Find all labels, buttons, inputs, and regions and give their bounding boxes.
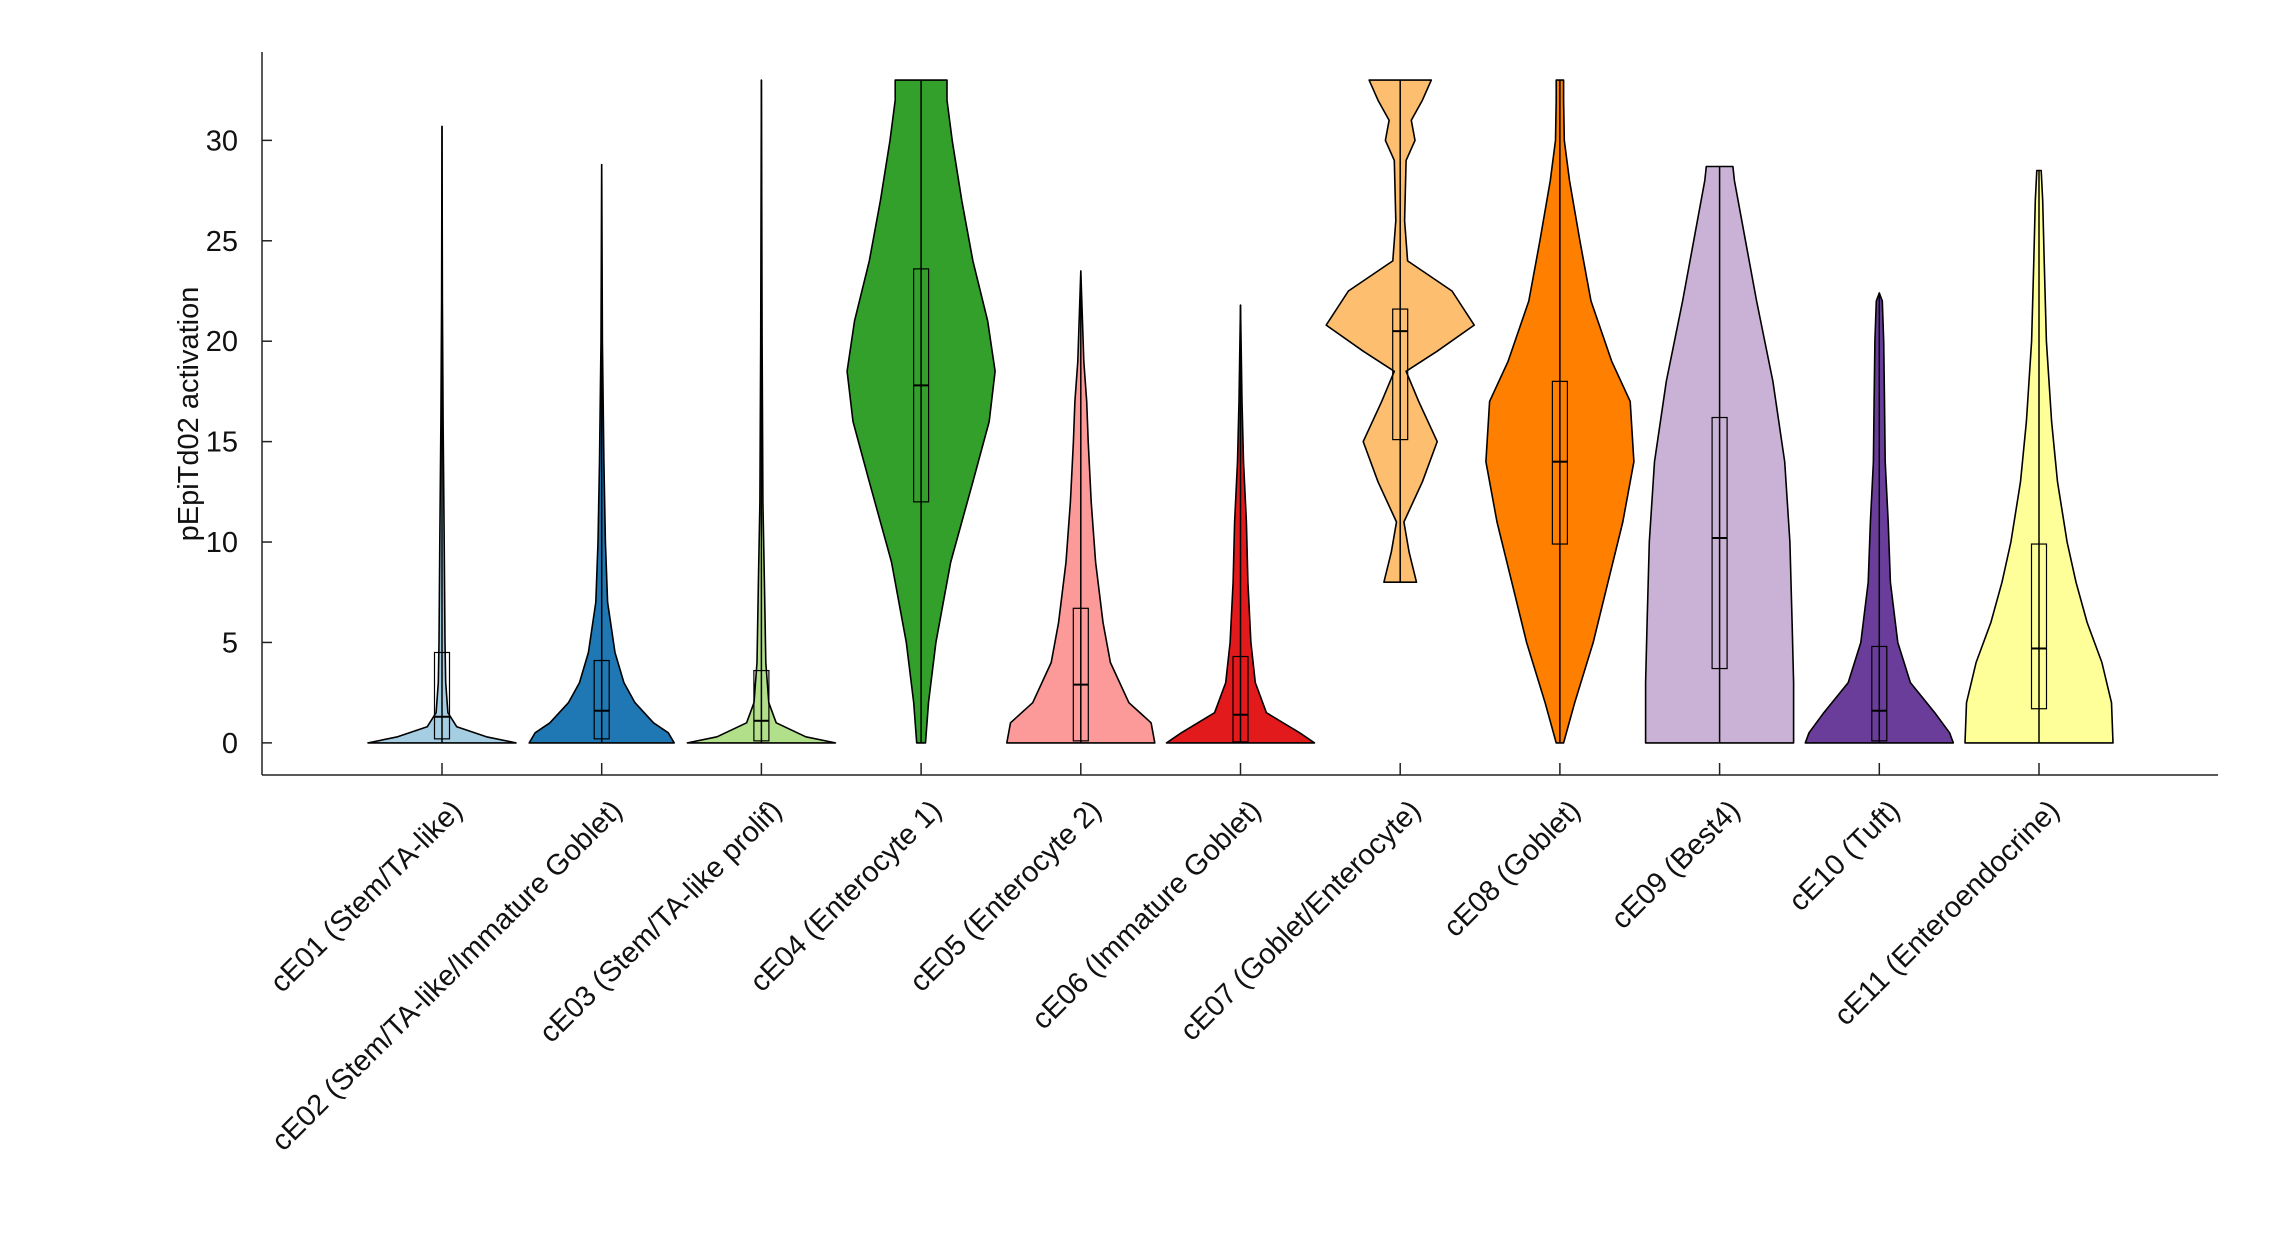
y-tick-label: 15 xyxy=(206,427,238,459)
x-tick-label: cE08 (Goblet) xyxy=(1438,794,1587,943)
y-tick-label: 0 xyxy=(222,728,238,760)
x-tick-label: cE02 (Stem/TA-like/Immature Goblet) xyxy=(266,794,629,1157)
box xyxy=(1072,607,1089,742)
box xyxy=(1232,655,1249,743)
x-tick-label: cE10 (Tuft) xyxy=(1783,794,1906,917)
y-tick-label: 30 xyxy=(206,125,238,157)
box xyxy=(753,669,770,742)
y-tick-label: 10 xyxy=(206,527,238,559)
y-tick-label: 20 xyxy=(206,326,238,358)
x-tick-label: cE09 (Best4) xyxy=(1605,794,1746,935)
y-tick-label: 5 xyxy=(222,627,238,659)
box xyxy=(1711,416,1728,670)
box xyxy=(1871,645,1888,742)
box xyxy=(2030,543,2048,710)
box xyxy=(1392,308,1409,441)
box xyxy=(593,659,610,740)
y-tick-label: 25 xyxy=(206,226,238,258)
box xyxy=(1551,380,1569,545)
y-axis-label: pEpiTd02 activation xyxy=(173,287,205,542)
box xyxy=(433,651,451,740)
